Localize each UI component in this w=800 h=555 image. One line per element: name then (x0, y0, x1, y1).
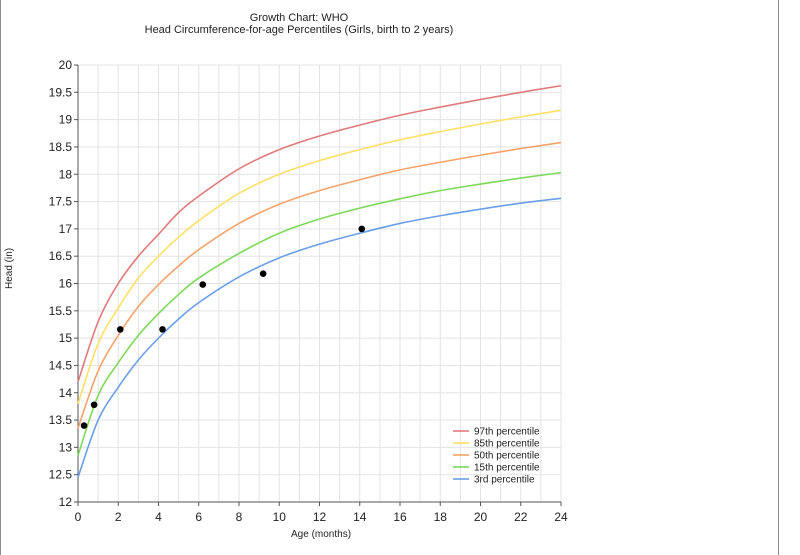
y-tick-label: 12.5 (49, 468, 73, 482)
y-tick-label: 13.5 (49, 413, 73, 427)
chart-subtitle: Head Circumference-for-age Percentiles (… (144, 24, 454, 36)
y-tick-label: 16 (59, 277, 73, 291)
x-tick-label: 16 (393, 510, 407, 524)
x-tick-label: 12 (313, 510, 327, 524)
measurement-point (116, 326, 124, 333)
chart-window: Growth Chart: WHO Head Circumference-for… (0, 0, 779, 555)
y-tick-label: 19 (59, 113, 73, 127)
percentile-line-3rd (77, 197, 562, 478)
x-tick-label: 14 (353, 510, 367, 524)
y-tick-label: 18.5 (49, 140, 73, 154)
measurement-point (358, 225, 366, 233)
y-tick-label: 17 (59, 222, 73, 236)
measurement-point (80, 422, 88, 429)
y-tick-label: 18 (59, 167, 73, 181)
measurement-point (159, 326, 166, 333)
legend-label: 15th percentile (474, 463, 540, 474)
chart-plot: 12 12.5 13 13.5 14 14.5 15 15.5 16 16.5 17 17.5 18 18… (49, 58, 568, 524)
measurement-point (199, 281, 207, 288)
chart-titles: Growth Chart: WHO Head Circumference-for… (1, 12, 597, 36)
x-tick-label: 8 (236, 510, 243, 524)
x-tick-label: 24 (554, 510, 568, 524)
y-tick-label: 16.5 (49, 249, 73, 263)
y-tick-label: 13 (59, 440, 73, 454)
x-tick-label: 18 (434, 510, 448, 524)
percentile-line-15th (77, 171, 562, 456)
percentile-line-85th (77, 109, 562, 404)
y-tick-label: 19.5 (49, 85, 73, 99)
x-tick-label: 20 (474, 510, 488, 524)
x-axis-title: Age (months) (291, 529, 352, 540)
y-tick-label: 17.5 (49, 195, 73, 209)
x-tick-label: 22 (514, 510, 528, 524)
x-tick-label: 2 (115, 510, 122, 524)
y-tick-label: 14 (59, 386, 73, 400)
y-tick-label: 12 (59, 495, 73, 509)
y-tick-label: 15 (59, 331, 73, 345)
x-tick-label: 6 (195, 510, 202, 524)
y-tick-label: 14.5 (49, 358, 73, 372)
x-tick-label: 4 (155, 510, 162, 524)
legend-label: 3rd percentile (474, 475, 535, 486)
y-tick-label: 15.5 (49, 304, 73, 318)
legend-label: 50th percentile (474, 451, 540, 462)
chart-title: Growth Chart: WHO (249, 12, 349, 24)
percentile-line-97th (77, 84, 562, 383)
measurement-point (259, 270, 267, 277)
x-tick-label: 0 (75, 510, 82, 524)
legend-label: 97th percentile (474, 427, 540, 438)
legend-label: 85th percentile (474, 439, 540, 450)
percentile-line-50th (77, 141, 562, 429)
measurement-point (90, 401, 98, 409)
x-tick-label: 10 (273, 510, 287, 524)
y-tick-label: 20 (59, 58, 73, 72)
